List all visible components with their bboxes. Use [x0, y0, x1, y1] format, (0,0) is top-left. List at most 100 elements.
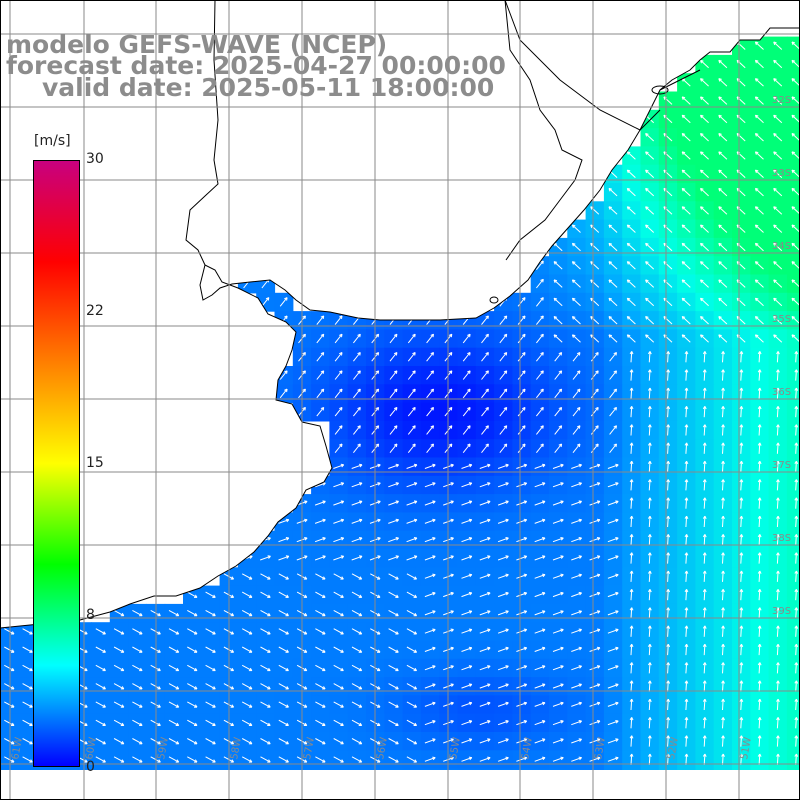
wind-arrow: [499, 406, 508, 417]
wind-arrow: [776, 570, 780, 582]
wind-arrow: [351, 628, 363, 635]
wind-arrow: [4, 683, 15, 690]
wind-arrow: [315, 701, 326, 708]
wind-arrow: [647, 460, 652, 473]
grid-labels: 61W60W59W58W57W56W55W54W53W52W51W50W32S3…: [10, 95, 791, 761]
wind-arrow: [684, 643, 689, 656]
wind-speed-cell: [786, 274, 800, 294]
wind-arrow: [132, 664, 143, 672]
wind-speed-cell: [786, 146, 800, 166]
wind-arrow: [552, 463, 564, 469]
wind-arrow: [95, 719, 106, 726]
wind-arrow: [22, 664, 33, 672]
wind-arrow: [681, 151, 691, 160]
wind-arrow: [388, 555, 399, 561]
wind-arrow: [794, 442, 799, 454]
wind-arrow: [552, 756, 564, 762]
wind-arrow: [666, 406, 671, 418]
wind-arrow: [794, 735, 799, 747]
wind-arrow: [389, 388, 398, 399]
wind-arrow: [22, 646, 33, 653]
wind-speed-cell: [786, 237, 800, 257]
wind-arrow: [754, 334, 764, 343]
wind-arrow: [260, 555, 271, 561]
wind-arrow: [718, 224, 728, 233]
wind-arrow: [666, 698, 671, 711]
wind-arrow: [666, 643, 671, 656]
wind-arrow: [589, 482, 601, 488]
wind-arrow: [497, 555, 509, 561]
wind-arrow: [773, 96, 783, 105]
wind-arrow: [205, 719, 216, 726]
wind-arrow: [406, 701, 418, 708]
wind-arrow: [389, 333, 398, 344]
wind-arrow: [626, 206, 636, 215]
wind-arrow: [757, 717, 762, 729]
wind-arrow: [684, 497, 689, 509]
wind-arrow: [316, 388, 325, 399]
wind-arrow: [113, 628, 125, 635]
wind-arrow: [757, 735, 762, 747]
wind-speed-cell: [786, 219, 800, 239]
wind-arrow: [424, 537, 436, 543]
wind-arrow: [406, 591, 418, 598]
wind-arrow: [461, 518, 473, 524]
wind-speed-cell: [786, 91, 800, 111]
wind-arrow: [757, 442, 762, 454]
lake-outline: [651, 85, 669, 95]
wind-arrow: [721, 552, 725, 564]
wind-arrow: [424, 591, 436, 598]
wind-arrow: [517, 406, 526, 417]
wind-arrow: [407, 333, 416, 344]
wind-arrow: [95, 683, 106, 690]
wind-arrow: [609, 352, 617, 362]
wind-arrow: [499, 315, 508, 325]
wind-arrow: [168, 719, 180, 726]
wind-arrow: [684, 351, 689, 363]
wind-speed-cell: [786, 256, 800, 276]
wind-arrow: [757, 570, 762, 582]
wind-arrow: [241, 664, 253, 672]
wind-arrow: [776, 497, 780, 509]
wind-arrow: [702, 698, 707, 711]
wind-arrow: [571, 665, 582, 671]
wind-arrow: [791, 187, 800, 197]
wind-arrow: [700, 242, 709, 252]
wind-arrow: [4, 701, 15, 708]
wind-arrow: [791, 206, 800, 215]
wind-arrow: [629, 424, 634, 436]
wind-arrow: [608, 224, 618, 233]
wind-arrow: [718, 334, 728, 343]
wind-arrow: [407, 443, 416, 454]
border-line: [504, 0, 583, 261]
forecast-date: forecast date: 2025-04-27 00:00:00: [6, 51, 506, 80]
wind-arrow: [589, 701, 601, 707]
wind-arrow: [333, 591, 344, 598]
wind-arrow: [552, 518, 564, 524]
wind-speed-cell: [786, 36, 800, 56]
wind-arrow: [773, 151, 783, 160]
valid-date: valid date: 2025-05-11 18:00:00: [42, 73, 495, 102]
wind-arrow: [700, 297, 709, 307]
wind-arrow: [552, 610, 564, 616]
wind-arrow: [589, 756, 601, 762]
wind-arrow: [607, 610, 619, 616]
wind-arrow: [497, 628, 509, 634]
wind-arrow: [647, 570, 652, 582]
wind-arrow: [590, 388, 599, 399]
wind-arrow: [479, 573, 491, 579]
wind-arrow: [571, 573, 582, 579]
wind-arrow: [791, 297, 800, 307]
wind-arrow: [681, 279, 691, 288]
wind-arrow: [479, 683, 491, 689]
wind-arrow: [552, 482, 564, 488]
wind-arrow: [462, 370, 471, 380]
wind-arrow: [316, 352, 325, 362]
wind-arrow: [553, 334, 563, 343]
wind-arrow: [497, 610, 509, 616]
wind-arrow: [516, 482, 528, 488]
border-line: [185, 0, 219, 266]
wind-arrow: [534, 701, 546, 707]
wind-arrow: [534, 555, 546, 561]
wind-arrow: [278, 719, 289, 726]
